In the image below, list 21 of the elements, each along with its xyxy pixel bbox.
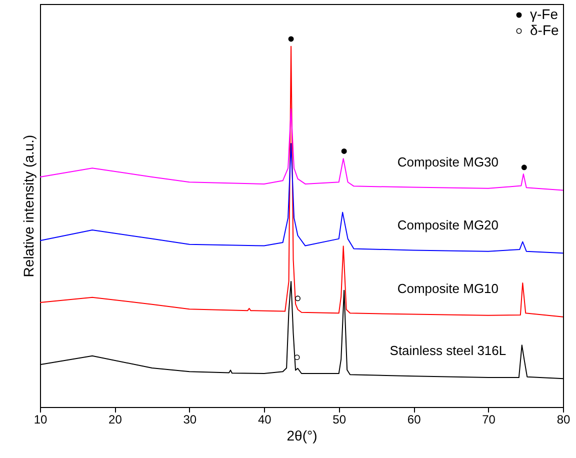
point	[295, 296, 301, 302]
x-tick-label: 50	[332, 412, 346, 426]
y-axis-title: Relative intensity (a.u.)	[20, 134, 36, 278]
x-tick-label: 30	[183, 412, 197, 426]
x-axis-title: 2θ(°)	[286, 428, 318, 444]
point	[521, 164, 527, 170]
series-label: Composite MG10	[397, 281, 499, 296]
x-tick-label: 60	[407, 412, 422, 426]
x-tick-label: 10	[34, 412, 48, 426]
x-tick-label: 80	[556, 412, 570, 426]
series-label: Composite MG30	[397, 154, 499, 170]
x-tick-label: 40	[258, 412, 272, 426]
legend-label: γ-Fe	[530, 6, 558, 22]
x-tick-label: 70	[482, 412, 496, 426]
series-label: Stainless steel 316L	[390, 343, 506, 358]
legend-label: δ-Fe	[530, 22, 560, 38]
point	[341, 148, 347, 154]
point	[288, 36, 294, 42]
x-tick-label: 20	[108, 412, 122, 426]
series-label: Composite MG20	[397, 218, 499, 233]
point	[294, 354, 300, 360]
